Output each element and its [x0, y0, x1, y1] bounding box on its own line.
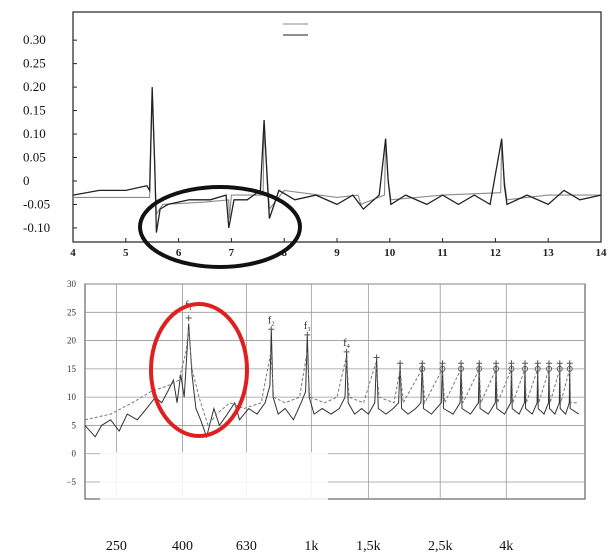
frequency-marker-plus	[556, 360, 563, 367]
frequency-marker-plus	[439, 360, 446, 367]
frequency-marker-plus	[508, 360, 515, 367]
frequency-marker-circle	[419, 365, 426, 372]
frequency-marker-plus	[522, 360, 529, 367]
impulse-x-tick-label: 10	[384, 247, 396, 259]
impulse-legend	[283, 23, 308, 36]
frequency-peak-label: f₄	[343, 338, 350, 349]
impulse-response-chart: 0.30 0.25 0.20 0.15 0.10 0.05 0 -0.05 -0.10 4 5 6 7…	[23, 11, 607, 269]
frequency-series-line-2	[84, 329, 579, 427]
impulse-x-tick-label: 7	[229, 247, 235, 259]
impulse-y-tick-label: -0.10	[23, 220, 50, 235]
frequency-marker-plus	[534, 360, 541, 367]
annotation-ellipse-black	[138, 185, 302, 269]
impulse-y-tick-label: 0.25	[23, 56, 46, 71]
frequency-x-axis: 250 400 630 1k 1,5k 2,5k 4k	[106, 539, 513, 554]
impulse-x-tick-label: 11	[437, 247, 447, 259]
frequency-marker-plus	[268, 326, 275, 333]
frequency-marker-circle	[508, 365, 515, 372]
frequency-y-tick-label: 30	[67, 279, 77, 289]
frequency-marker-circle	[493, 365, 500, 372]
impulse-x-tick-label: 12	[490, 247, 502, 259]
frequency-y-tick-label: 5	[72, 420, 77, 430]
frequency-marker-circle	[556, 365, 563, 372]
frequency-x-tick-label: 4k	[499, 539, 513, 554]
impulse-x-tick-label: 14	[596, 247, 608, 259]
frequency-x-tick-label: 1,5k	[356, 539, 381, 554]
frequency-x-tick-label: 1k	[304, 539, 318, 554]
impulse-series-group	[72, 87, 602, 233]
frequency-marker-circle	[476, 365, 483, 372]
frequency-marker-circle	[522, 365, 528, 372]
frequency-peak-label: f₃	[304, 321, 311, 332]
frequency-marker-circle	[439, 365, 446, 372]
impulse-y-tick-label: -0.05	[23, 196, 50, 211]
frequency-y-tick-label: 20	[67, 336, 77, 346]
frequency-legend	[100, 452, 328, 524]
frequency-y-tick-label: 0	[72, 449, 77, 459]
impulse-y-tick-label: 0.20	[23, 79, 46, 94]
frequency-marker-plus	[458, 360, 465, 367]
frequency-marker-plus	[397, 360, 404, 367]
frequency-peak-label: f₂	[268, 315, 275, 326]
impulse-y-tick-label: 0	[23, 173, 30, 188]
frequency-marker-plus	[566, 360, 573, 367]
frequency-y-tick-label: −5	[66, 477, 76, 487]
frequency-y-tick-label: 25	[67, 307, 77, 317]
frequency-series-line-1	[84, 323, 580, 439]
impulse-x-tick-label: 6	[176, 247, 182, 259]
impulse-x-axis: 4 5 6 7 8 9 10 11 12 13 14	[70, 238, 607, 259]
frequency-marker-plus	[373, 354, 380, 361]
frequency-y-tick-label: 10	[67, 392, 77, 402]
frequency-marker-circle	[546, 365, 552, 372]
frequency-y-axis: 30 25 20 15 10 5 0 −5	[66, 279, 76, 487]
impulse-y-axis: 0.30 0.25 0.20 0.15 0.10 0.05 0 -0.05 -0.10	[23, 32, 77, 235]
frequency-marker-plus	[546, 360, 553, 367]
frequency-marker-plus	[185, 314, 192, 321]
frequency-series-group	[84, 314, 580, 439]
impulse-x-tick-label: 5	[123, 247, 129, 259]
frequency-marker-plus	[343, 348, 350, 355]
impulse-y-tick-label: 0.15	[23, 103, 46, 118]
annotation-ellipse-red	[149, 302, 249, 438]
frequency-x-tick-label: 2,5k	[428, 539, 453, 554]
frequency-marker-circle	[458, 365, 465, 372]
frequency-x-tick-label: 400	[172, 539, 193, 554]
frequency-x-tick-label: 250	[106, 539, 127, 554]
impulse-series-line-2	[72, 87, 602, 233]
impulse-x-tick-label: 4	[70, 247, 76, 259]
frequency-x-tick-label: 630	[236, 539, 257, 554]
impulse-x-tick-label: 13	[543, 247, 555, 259]
impulse-y-tick-label: 0.30	[23, 32, 46, 47]
impulse-x-tick-label: 9	[334, 247, 340, 259]
frequency-marker-plus	[493, 360, 500, 367]
impulse-y-tick-label: 0.05	[23, 150, 46, 165]
frequency-marker-plus	[419, 360, 426, 367]
frequency-y-tick-label: 15	[67, 364, 77, 374]
frequency-marker-circle	[534, 365, 541, 372]
frequency-marker-plus	[304, 331, 311, 338]
impulse-y-tick-label: 0.10	[23, 126, 46, 141]
frequency-marker-circle	[566, 365, 573, 372]
frequency-marker-plus	[476, 360, 483, 367]
